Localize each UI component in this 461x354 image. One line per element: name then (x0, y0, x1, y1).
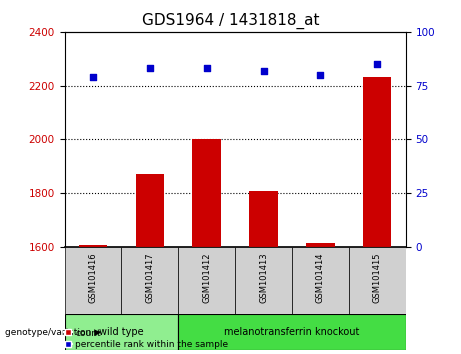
Bar (363, 77, 391, 247)
Text: GSM101414: GSM101414 (316, 252, 325, 303)
Point (89, 74, 97, 80)
Text: GSM101416: GSM101416 (89, 252, 97, 303)
Bar (235, 247, 292, 314)
Point (317, 72, 324, 78)
Bar (249, 191, 278, 247)
Bar (349, 247, 406, 314)
Point (260, 68, 267, 73)
Bar (136, 175, 164, 247)
Bar (65, 247, 121, 314)
Bar (178, 314, 406, 350)
Text: GSM101412: GSM101412 (202, 252, 211, 303)
Text: GSM101413: GSM101413 (259, 252, 268, 303)
Text: wild type: wild type (99, 327, 144, 337)
Text: melanotransferrin knockout: melanotransferrin knockout (225, 327, 360, 337)
Point (146, 65, 154, 71)
Bar (178, 247, 235, 314)
Text: GDS1964 / 1431818_at: GDS1964 / 1431818_at (142, 12, 319, 29)
Point (373, 61, 381, 67)
Text: genotype/variation ▶: genotype/variation ▶ (5, 327, 100, 337)
Bar (292, 247, 349, 314)
Text: GSM101415: GSM101415 (373, 252, 382, 303)
Bar (193, 139, 221, 247)
Bar (306, 243, 335, 247)
Point (203, 65, 210, 71)
Text: GSM101417: GSM101417 (145, 252, 154, 303)
Legend: count, percentile rank within the sample: count, percentile rank within the sample (65, 329, 228, 349)
Bar (65, 314, 178, 350)
Bar (121, 247, 178, 314)
Bar (79, 245, 107, 247)
